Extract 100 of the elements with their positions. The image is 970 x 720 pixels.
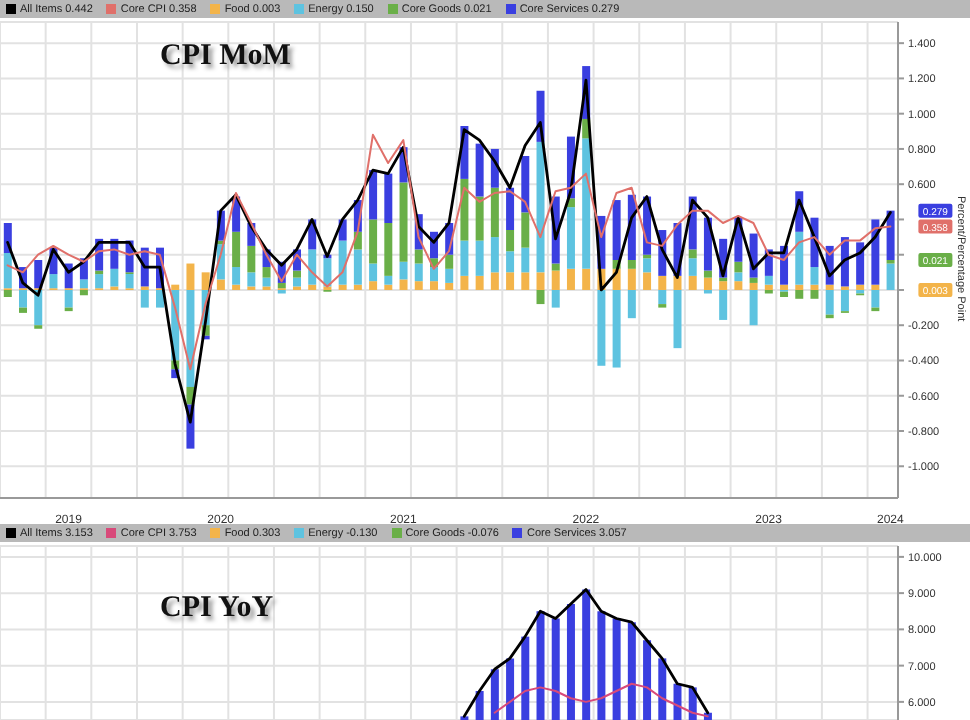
bar xyxy=(445,268,454,283)
bar xyxy=(460,178,469,241)
bar xyxy=(79,289,88,296)
bar xyxy=(460,275,469,290)
bar xyxy=(186,289,195,387)
bar xyxy=(688,275,697,290)
bar xyxy=(79,279,88,289)
bar xyxy=(369,170,378,220)
bar xyxy=(490,187,499,238)
bar xyxy=(749,277,758,283)
bar xyxy=(810,267,819,285)
bar xyxy=(612,289,621,368)
bar xyxy=(140,289,149,308)
bar xyxy=(399,279,408,290)
bar xyxy=(369,263,378,282)
bar xyxy=(353,249,362,285)
text: CPI MoM xyxy=(160,40,291,74)
bar xyxy=(551,270,560,290)
bar xyxy=(886,210,895,260)
line-series xyxy=(6,78,892,424)
bar xyxy=(369,219,378,264)
bar xyxy=(871,284,880,290)
bar xyxy=(780,284,789,290)
bar xyxy=(536,289,545,305)
bar xyxy=(460,240,469,276)
bar xyxy=(247,245,256,273)
bar xyxy=(475,196,484,241)
bar xyxy=(110,268,119,287)
bar xyxy=(673,275,682,290)
bar xyxy=(3,289,12,298)
bar xyxy=(734,272,743,282)
bar xyxy=(551,263,560,271)
bar xyxy=(338,240,347,285)
bar xyxy=(19,307,28,313)
bar xyxy=(734,281,743,290)
bar xyxy=(216,279,225,290)
line-series xyxy=(493,682,709,718)
bar xyxy=(475,240,484,276)
bar xyxy=(277,282,286,289)
bar xyxy=(734,261,743,273)
bar xyxy=(445,282,454,290)
line-series xyxy=(6,133,892,371)
bar xyxy=(536,272,545,290)
bar xyxy=(308,284,317,290)
bar xyxy=(475,143,484,197)
bar xyxy=(399,261,408,280)
bar xyxy=(506,230,515,252)
bar xyxy=(232,284,241,290)
bar xyxy=(232,231,241,268)
bar xyxy=(521,212,530,248)
bar xyxy=(764,275,773,285)
bar xyxy=(521,155,530,213)
bar xyxy=(384,222,393,276)
bar xyxy=(566,207,575,269)
bar xyxy=(353,284,362,290)
bar xyxy=(475,275,484,290)
bar xyxy=(338,284,347,290)
bar xyxy=(262,267,271,278)
bar xyxy=(643,258,652,273)
bar xyxy=(414,263,423,282)
bar xyxy=(49,274,58,289)
bar xyxy=(810,284,819,290)
bar xyxy=(673,289,682,349)
bar xyxy=(34,260,43,289)
bar xyxy=(582,138,591,269)
bar xyxy=(262,277,271,287)
bar xyxy=(566,268,575,290)
bar xyxy=(384,173,393,223)
bar xyxy=(308,249,317,285)
bar xyxy=(247,272,256,287)
bar xyxy=(810,289,819,299)
bar xyxy=(536,141,545,273)
bar xyxy=(64,289,73,308)
bar xyxy=(688,249,697,259)
bar xyxy=(764,284,773,290)
bar xyxy=(445,254,454,269)
bar xyxy=(429,267,438,282)
bar xyxy=(3,252,12,289)
bar xyxy=(719,289,728,320)
bar xyxy=(795,231,804,285)
bar xyxy=(399,182,408,262)
bar xyxy=(719,281,728,290)
bar xyxy=(506,251,515,273)
bar xyxy=(369,281,378,290)
bar xyxy=(612,200,621,260)
bar xyxy=(795,284,804,290)
bar xyxy=(429,281,438,290)
bar xyxy=(597,289,606,366)
bar xyxy=(414,281,423,290)
bar xyxy=(490,272,499,290)
bar xyxy=(627,289,636,319)
bar xyxy=(506,187,515,231)
bar xyxy=(856,242,865,285)
bar xyxy=(19,289,28,308)
bar xyxy=(384,284,393,290)
bar xyxy=(506,272,515,290)
bar xyxy=(551,289,560,308)
bar xyxy=(125,274,134,289)
bar xyxy=(658,289,667,305)
bar xyxy=(749,282,758,290)
